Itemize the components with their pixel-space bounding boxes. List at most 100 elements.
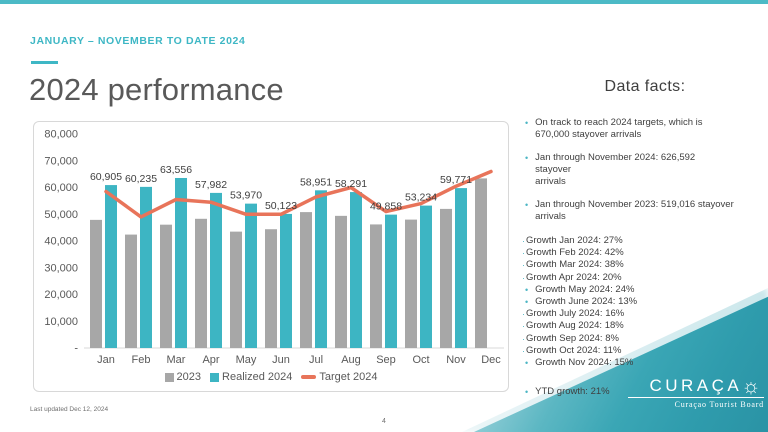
bullet-icon: · [522, 345, 525, 356]
x-axis-label-dec: Dec [481, 354, 501, 366]
bar-2023-apr [195, 218, 207, 348]
sun-icon: ☼ [741, 374, 764, 398]
growth-line: • Growth Nov 2024: 15% [522, 357, 768, 369]
growth-line-text: Growth July 2024: 16% [526, 308, 625, 320]
logo-tagline: Curaçao Tourist Board [674, 400, 764, 409]
bar-2023-dec [475, 178, 487, 348]
x-axis-label-aug: Aug [341, 354, 361, 366]
legend-item-realized-2024: Realized 2024 [210, 371, 292, 383]
bar-data-label: 59,771 [440, 174, 472, 186]
bar-data-label: 63,556 [160, 164, 192, 176]
growth-line: · Growth July 2024: 16% [522, 308, 768, 320]
logo-divider [628, 397, 764, 398]
slide-eyebrow: JANUARY – NOVEMBER TO DATE 2024 [30, 35, 246, 47]
legend-swatch-icon [164, 372, 174, 382]
growth-line: · Growth Aug 2024: 18% [522, 320, 768, 332]
bar-2023-sep [370, 224, 382, 348]
growth-line: · Growth Feb 2024: 42% [522, 247, 768, 259]
x-axis-label-apr: Apr [202, 354, 219, 366]
bullet-icon: • [525, 118, 529, 128]
growth-line-text: Growth Oct 2024: 11% [526, 344, 622, 356]
bar-data-label: 50,123 [265, 200, 297, 212]
growth-line: • Growth May 2024: 24% [522, 284, 768, 296]
bar-2023-jan [90, 219, 102, 348]
legend-label: Realized 2024 [222, 371, 293, 383]
data-fact-text: Jan through November 2024: 626,592 stayo… [535, 152, 696, 187]
bar-realized-2024-apr [210, 192, 222, 348]
legend-item-target-2024: Target 2024 [301, 371, 377, 383]
growth-line-text: Growth Feb 2024: 42% [526, 247, 624, 259]
growth-line: · Growth Oct 2024: 11% [522, 345, 768, 357]
bar-data-label: 58,951 [300, 176, 332, 188]
bar-data-label: 57,982 [195, 179, 227, 191]
eyebrow-underline [31, 61, 58, 64]
bar-2023-nov [440, 208, 452, 348]
y-axis-tick-label: 70,000 [44, 155, 78, 167]
bullet-icon: • [525, 297, 529, 308]
bar-data-label: 49,858 [370, 201, 402, 213]
data-facts-panel: Data facts: • On track to reach 2024 targ… [522, 78, 768, 398]
bar-realized-2024-jan [105, 185, 117, 348]
bar-realized-2024-mar [175, 177, 187, 348]
legend-label: 2023 [176, 371, 202, 383]
bar-data-label: 53,234 [405, 192, 437, 204]
bullet-icon: · [522, 321, 525, 332]
growth-line: • Growth June 2024: 13% [522, 296, 768, 308]
bullet-icon: · [522, 248, 525, 259]
x-axis-label-jan: Jan [97, 354, 115, 366]
bar-realized-2024-jul [315, 190, 327, 348]
bullet-icon: · [522, 309, 525, 320]
bar-2023-may [230, 231, 242, 348]
growth-line-text: Growth Mar 2024: 38% [526, 259, 624, 271]
bar-realized-2024-feb [140, 186, 152, 348]
growth-line: · Growth Mar 2024: 38% [522, 259, 768, 271]
curacao-tourist-board-logo: CURAÇA ☼ Curaçao Tourist Board [622, 376, 764, 409]
logo-wordmark: CURAÇA [649, 376, 743, 395]
data-fact-item: • Jan through November 2024: 626,592 stay… [522, 152, 768, 188]
bar-2023-jun [265, 229, 277, 348]
ytd-growth-line: • YTD growth: 21% [522, 386, 768, 398]
growth-list: · Growth Jan 2024: 27% · Growth Feb 2024: 4… [522, 235, 768, 369]
data-fact-text: On track to reach 2024 targets, which is… [535, 117, 703, 140]
bullet-icon: • [525, 358, 529, 369]
y-axis-tick-label: 60,000 [44, 182, 78, 194]
legend-item-2023: 2023 [164, 371, 202, 383]
legend-swatch-icon [210, 372, 220, 382]
legend-label: Target 2024 [319, 371, 378, 383]
bar-realized-2024-jun [280, 213, 292, 348]
growth-line-text: Growth Aug 2024: 18% [526, 320, 624, 332]
ytd-growth-text: YTD growth: 21% [535, 386, 610, 398]
growth-line-text: Growth Sep 2024: 8% [526, 332, 619, 344]
bullet-icon: • [525, 153, 529, 163]
bullet-icon: · [522, 236, 525, 246]
bullet-icon: • [525, 387, 529, 398]
bar-realized-2024-sep [385, 214, 397, 348]
y-axis-tick-label: 80,000 [44, 129, 78, 141]
x-axis-label-mar: Mar [167, 354, 186, 366]
x-axis-label-sep: Sep [376, 354, 396, 366]
growth-line-text: Growth May 2024: 24% [535, 283, 635, 295]
y-axis-tick-label: 50,000 [44, 209, 78, 221]
growth-line: · Growth Apr 2024: 20% [522, 272, 768, 284]
y-axis-tick-label: 40,000 [44, 236, 78, 248]
y-axis-tick-label: - [74, 343, 78, 355]
x-axis-label-feb: Feb [132, 354, 151, 366]
bar-2023-oct [405, 219, 417, 348]
growth-line: · Growth Sep 2024: 8% [522, 333, 768, 345]
bar-2023-mar [160, 224, 172, 348]
bullet-icon: • [525, 284, 529, 295]
target-2024-line [104, 169, 493, 219]
data-facts-heading: Data facts: [604, 78, 686, 95]
last-updated-note: Last updated Dec 12, 2024 [30, 406, 109, 413]
x-axis-label-oct: Oct [412, 354, 429, 366]
bar-2023-feb [125, 234, 137, 348]
bar-realized-2024-nov [455, 188, 467, 348]
x-axis-label-jun: Jun [272, 354, 290, 366]
bar-realized-2024-may [245, 203, 257, 348]
x-axis-label-may: May [236, 354, 257, 366]
legend-swatch-icon [301, 375, 317, 379]
page-title: 2024 performance [29, 72, 284, 107]
growth-line-text: Growth Apr 2024: 20% [526, 271, 622, 283]
growth-line-text: Growth Jan 2024: 27% [526, 235, 623, 246]
y-axis-tick-label: 10,000 [44, 316, 78, 328]
